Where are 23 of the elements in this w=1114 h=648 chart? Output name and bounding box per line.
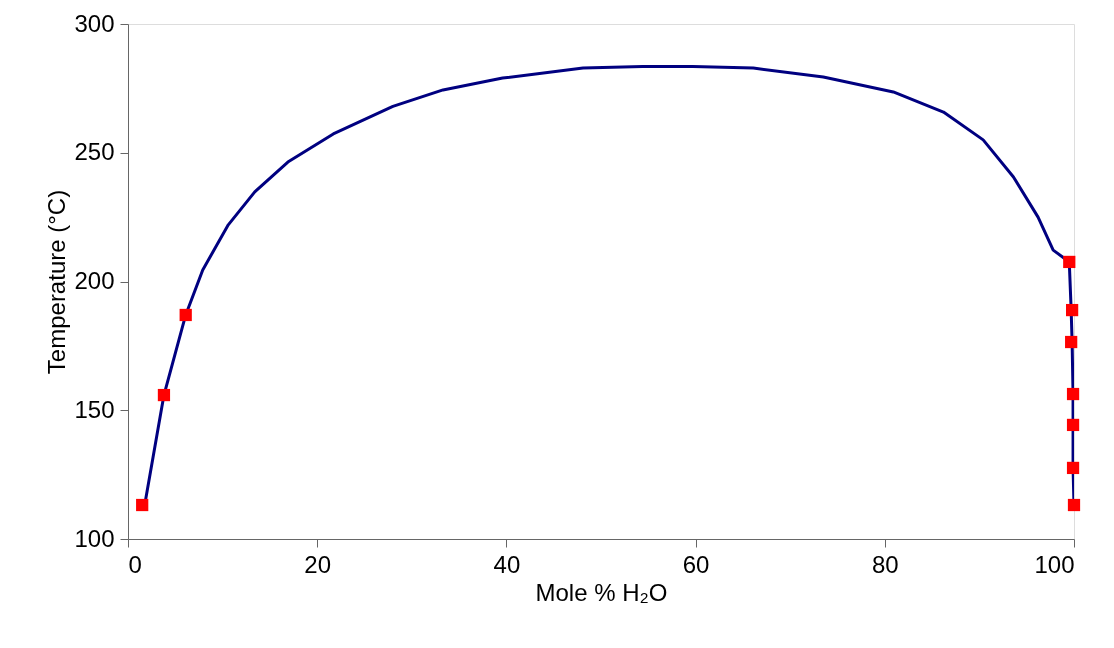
x-tick-label: 40 xyxy=(493,550,521,578)
point xyxy=(1065,335,1078,349)
x-tick-label: 20 xyxy=(304,550,332,578)
y-axis-title: Temperature (°C) xyxy=(43,189,71,375)
point xyxy=(157,388,171,402)
point xyxy=(1066,418,1080,432)
point xyxy=(179,308,192,322)
y-tick-label: 100 xyxy=(74,524,115,552)
point xyxy=(1067,498,1081,512)
point xyxy=(1066,387,1080,401)
y-tick-label: 150 xyxy=(74,395,115,423)
point xyxy=(1065,303,1079,317)
x-tick-label: 100 xyxy=(1034,550,1075,578)
point xyxy=(1066,461,1080,475)
x-tick-label: 60 xyxy=(682,550,710,578)
point xyxy=(136,498,149,512)
point xyxy=(1063,255,1076,269)
y-tick-label: 300 xyxy=(74,9,115,37)
x-tick-label: 80 xyxy=(871,550,899,578)
y-tick-label: 200 xyxy=(74,267,115,294)
x-axis-title: Mole % H₂O xyxy=(535,578,668,606)
y-tick-label: 250 xyxy=(74,138,115,166)
x-tick-label: 0 xyxy=(128,550,142,578)
